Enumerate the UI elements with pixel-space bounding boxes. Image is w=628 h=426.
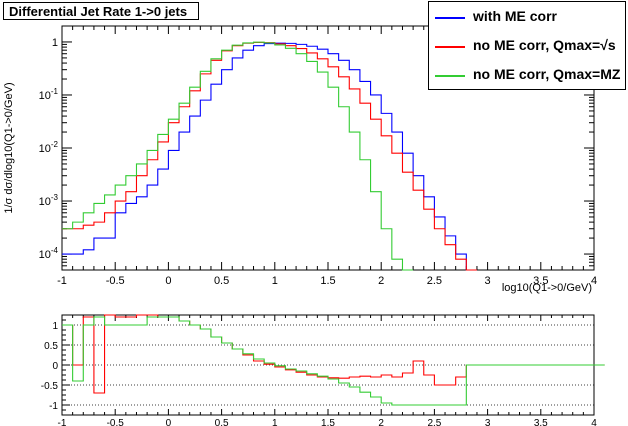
- bottom-x-tick-labels: -1 -0.5 0 0.5 1 1.5 2 2.5 3 3.5 4: [58, 418, 598, 426]
- x-tick-label: 1: [272, 418, 278, 426]
- legend-swatch-blue: [435, 17, 465, 19]
- y-tick-label: 10-4: [39, 246, 59, 261]
- y-tick-label: -1: [49, 401, 58, 412]
- legend-entry-with-me-corr: with ME corr: [429, 4, 625, 32]
- y-tick-label: 0.5: [44, 341, 58, 352]
- x-tick-label: 0: [166, 418, 172, 426]
- y-tick-label: 1: [52, 321, 58, 332]
- x-tick-label: 3.5: [534, 418, 548, 426]
- x-tick-label: 3: [485, 418, 491, 426]
- legend-label: with ME corr: [473, 8, 558, 24]
- chart-title: Differential Jet Rate 1->0 jets: [3, 2, 199, 20]
- ratio-series-line-1: [62, 316, 605, 406]
- x-tick-label: 3.5: [533, 275, 548, 287]
- x-tick-label: -0.5: [107, 418, 125, 426]
- x-tick-label: 1.5: [321, 418, 335, 426]
- bottom-y-tick-labels: 1 0.5 0 -0.5 -1: [41, 321, 59, 412]
- x-tick-label: 2.5: [427, 418, 441, 426]
- y-tick-label: -0.5: [41, 381, 59, 392]
- y-tick-label: 1: [52, 37, 58, 49]
- x-tick-label: 3: [485, 275, 491, 287]
- top-series-group: [62, 41, 477, 271]
- series-line-0: [62, 42, 477, 271]
- x-tick-label: 0.5: [214, 275, 229, 287]
- x-tick-label: 1.5: [320, 275, 335, 287]
- legend-label: no ME corr, Qmax=√s: [473, 37, 616, 53]
- top-x-tick-labels: -1 -0.5 0 0.5 1 1.5 2 2.5 3 3.5 4: [57, 275, 597, 287]
- x-tick-label: -1: [57, 275, 67, 287]
- x-tick-label: 0: [165, 275, 171, 287]
- bottom-series-group: [62, 314, 605, 406]
- legend-entry-no-me-corr-sqrt-s: no ME corr, Qmax=√s: [429, 33, 625, 61]
- y-tick-label: 10-1: [39, 87, 59, 102]
- ratio-series-line-0: [62, 314, 605, 394]
- legend-swatch-green: [435, 75, 465, 77]
- y-tick-label: 10-2: [39, 140, 59, 155]
- x-tick-label: -0.5: [106, 275, 125, 287]
- legend-entry-no-me-corr-mz: no ME corr, Qmax=MZ: [429, 62, 625, 90]
- top-y-axis-label: 1/σ dσ/dlog10(Q1->0/GeV): [3, 82, 15, 213]
- x-tick-label: 1: [272, 275, 278, 287]
- y-tick-label: 0: [52, 361, 58, 372]
- top-y-tick-labels: 1 10-1 10-2 10-3 10-4: [39, 37, 59, 261]
- x-tick-label: 2: [378, 275, 384, 287]
- x-tick-label: 4: [591, 275, 597, 287]
- legend: with ME corr no ME corr, Qmax=√s no ME c…: [428, 1, 626, 90]
- legend-label: no ME corr, Qmax=MZ: [473, 66, 621, 82]
- x-tick-label: -1: [58, 418, 67, 426]
- x-tick-label: 2: [378, 418, 384, 426]
- top-x-axis-label: log10(Q1->0/GeV): [502, 282, 592, 294]
- series-line-2: [62, 41, 414, 271]
- series-line-1: [62, 41, 477, 271]
- bottom-axis-ticks: [61, 314, 595, 416]
- y-tick-label: 10-3: [39, 193, 59, 208]
- x-tick-label: 4: [591, 418, 597, 426]
- x-tick-label: 2.5: [427, 275, 442, 287]
- legend-swatch-red: [435, 46, 465, 48]
- x-tick-label: 0.5: [215, 418, 229, 426]
